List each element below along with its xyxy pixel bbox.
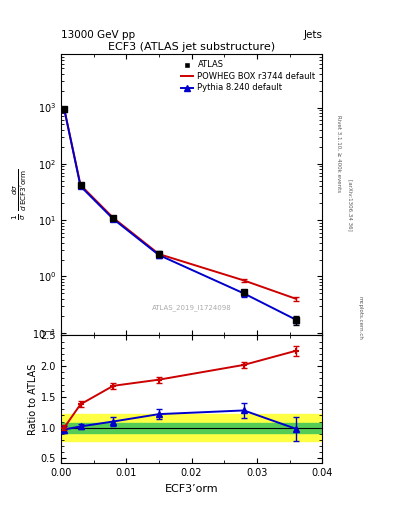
Text: Jets: Jets (303, 30, 322, 40)
Title: ECF3 (ATLAS jet substructure): ECF3 (ATLAS jet substructure) (108, 41, 275, 52)
Text: [arXiv:1306.34 36]: [arXiv:1306.34 36] (348, 179, 353, 231)
Text: ATLAS_2019_I1724098: ATLAS_2019_I1724098 (152, 304, 231, 311)
Text: mcplots.cern.ch: mcplots.cern.ch (358, 295, 363, 339)
Text: 13000 GeV pp: 13000 GeV pp (61, 30, 135, 40)
Y-axis label: Ratio to ATLAS: Ratio to ATLAS (28, 364, 38, 435)
Y-axis label: $\frac{1}{\sigma}$ $\frac{d\sigma}{d\,\mathrm{ECF3'orm}}$: $\frac{1}{\sigma}$ $\frac{d\sigma}{d\,\m… (11, 169, 29, 220)
X-axis label: ECF3’orm: ECF3’orm (165, 484, 219, 494)
Text: Rivet 3.1.10, ≥ 400k events: Rivet 3.1.10, ≥ 400k events (336, 115, 341, 192)
Legend: ATLAS, POWHEG BOX r3744 default, Pythia 8.240 default: ATLAS, POWHEG BOX r3744 default, Pythia … (178, 58, 318, 95)
